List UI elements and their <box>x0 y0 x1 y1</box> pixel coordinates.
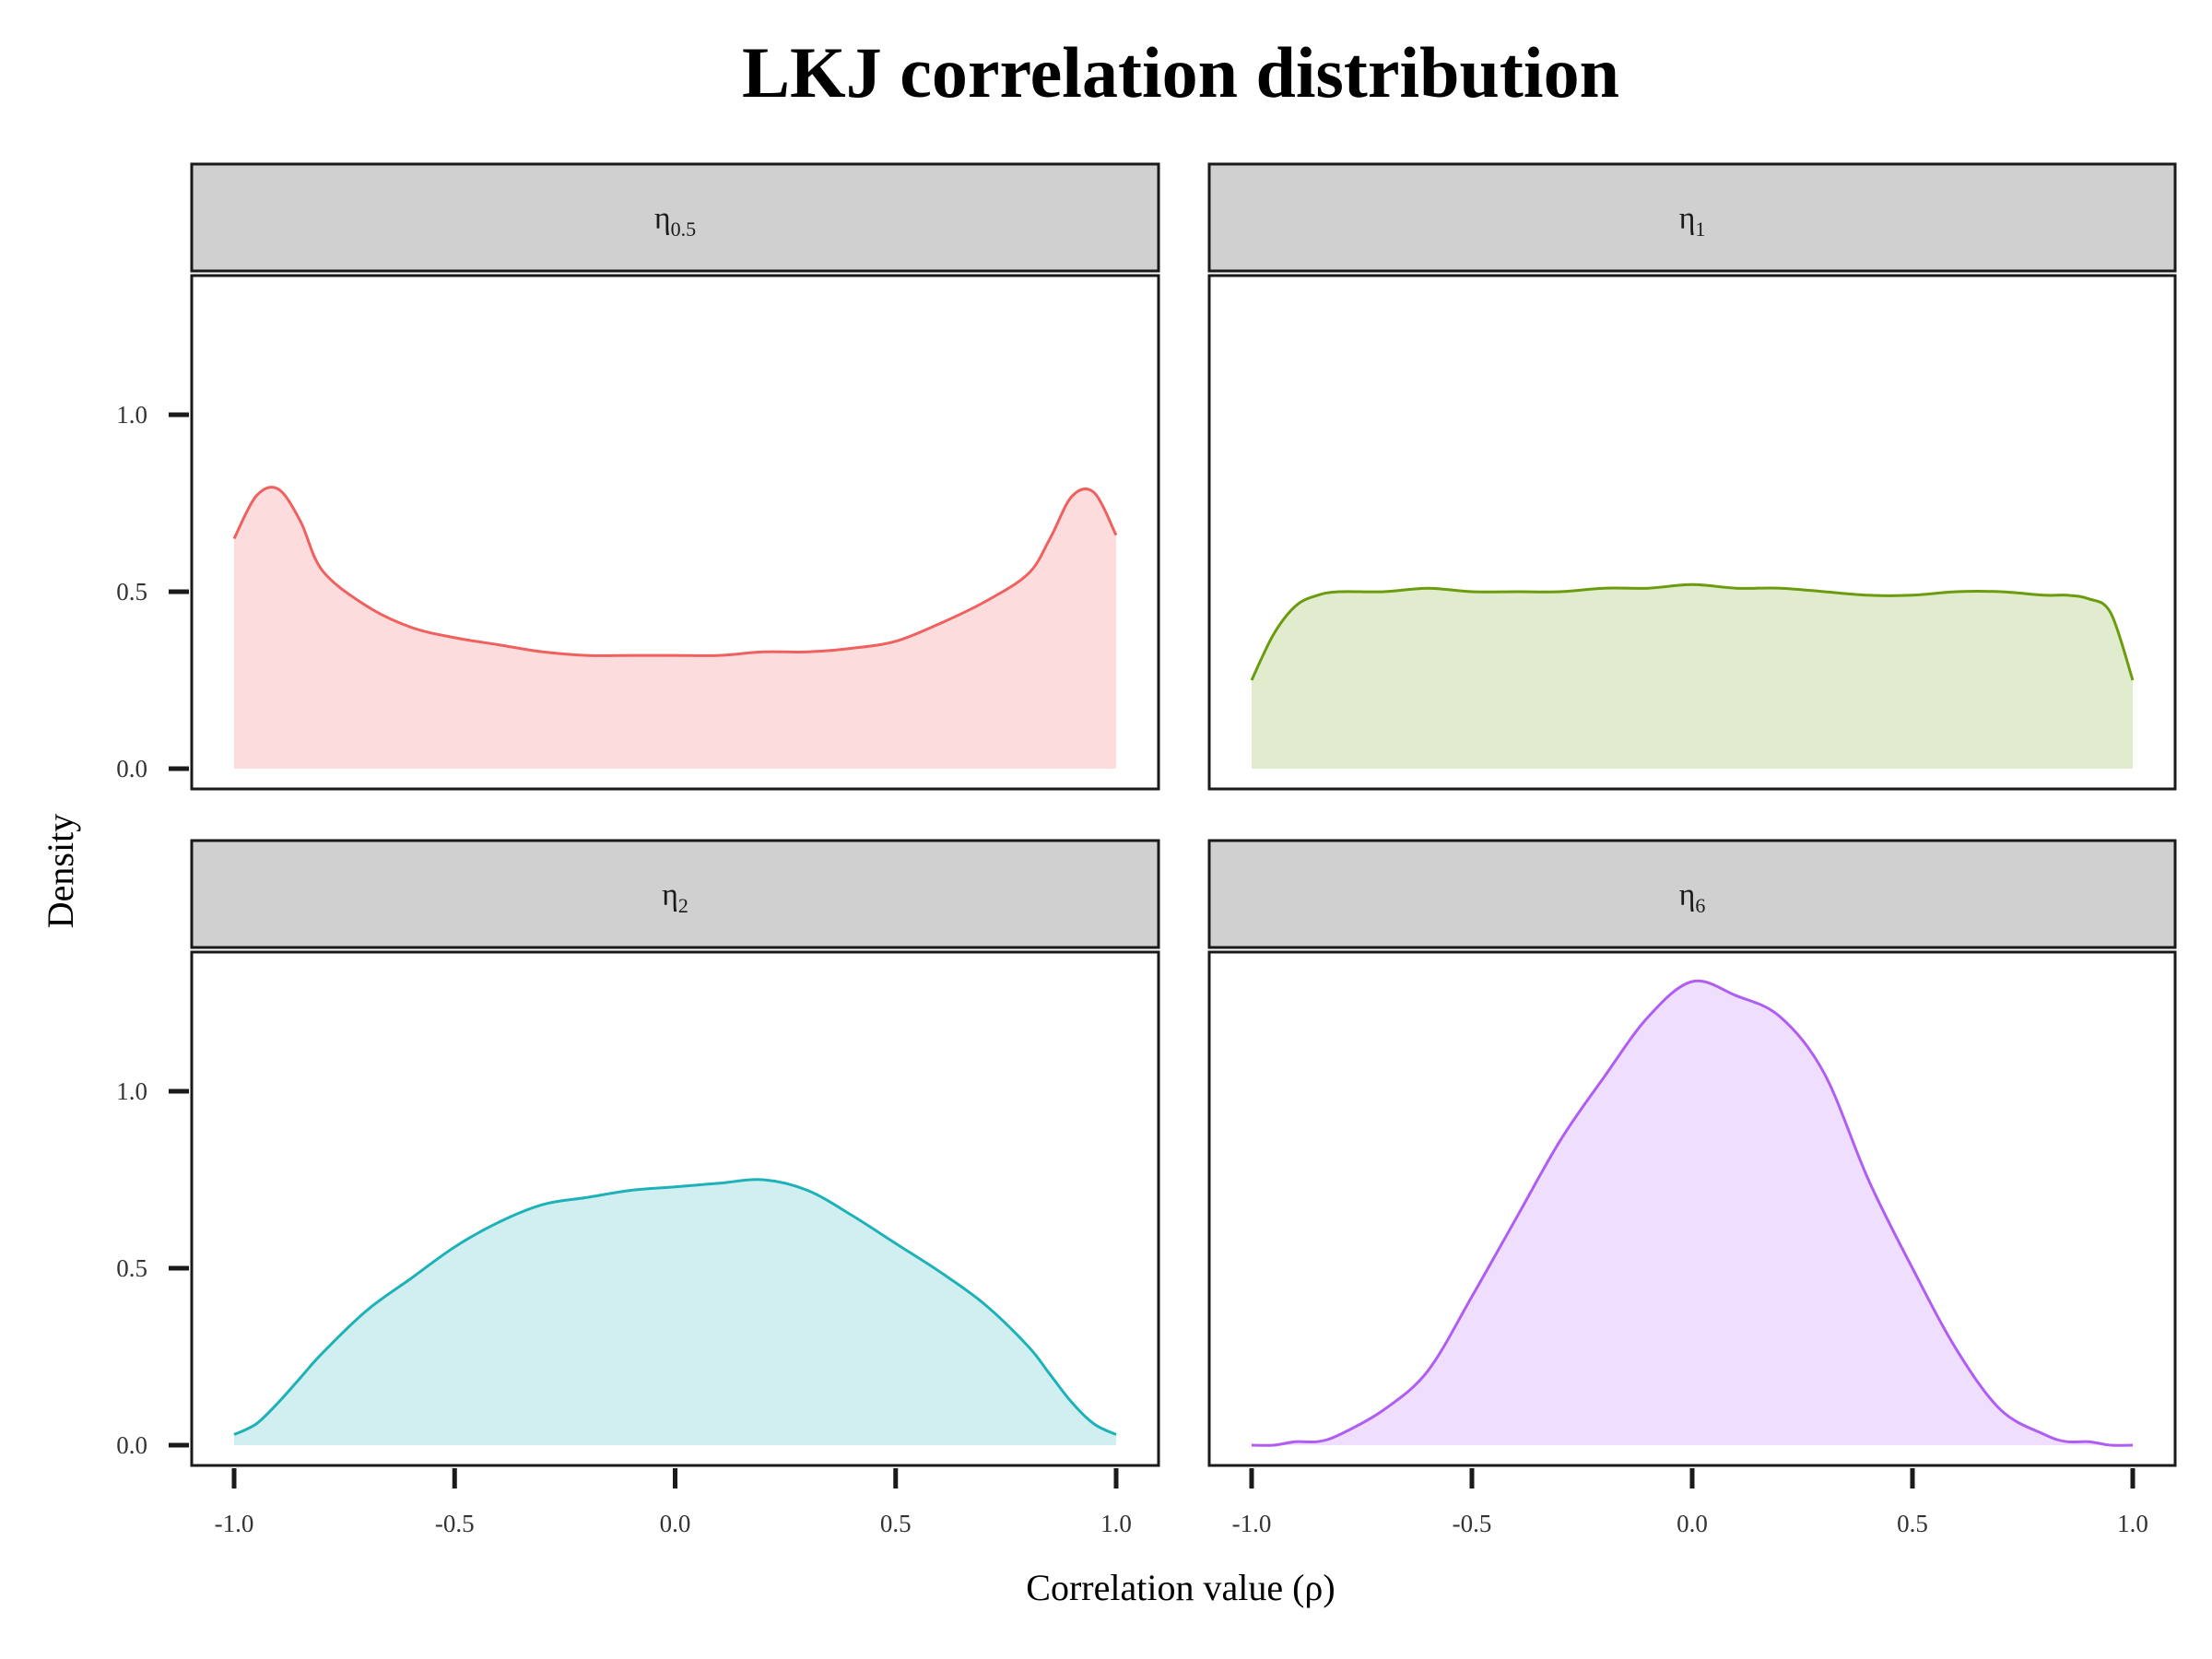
chart-title: LKJ correlation distribution <box>742 32 1619 112</box>
y-axis-title: Density <box>40 814 81 928</box>
facet-strip-background <box>190 839 1160 949</box>
panel-frame <box>190 950 1160 1467</box>
density-area <box>1252 981 2133 1446</box>
panel-frame <box>1207 950 2177 1467</box>
facet-panel-4: η6 -1.0 -0.5 0.0 0.5 1.0 <box>1207 839 2177 1537</box>
facet-label-subscript: 0.5 <box>671 218 697 241</box>
x-axis-title: Correlation value (ρ) <box>1026 1567 1335 1608</box>
y-tick-label: 0.5 <box>116 578 147 606</box>
x-tick-label: 1.0 <box>2117 1510 2148 1537</box>
density-area <box>1252 584 2133 769</box>
density-line <box>1250 582 2135 681</box>
y-tick-label: 0.5 <box>116 1254 147 1282</box>
facet-strip-background <box>1207 162 2177 273</box>
y-tick-label: 0.0 <box>116 1431 147 1459</box>
facet-label-subscript: 1 <box>1695 218 1705 241</box>
facet-panel-3: η2 0.0 0.5 1.0 -1.0 -0.5 0.0 0.5 1.0 <box>116 839 1160 1537</box>
x-tick-label: -1.0 <box>1232 1510 1272 1537</box>
facet-label-subscript: 2 <box>678 894 688 917</box>
panel-frame <box>1207 274 2177 791</box>
facet-strip-label: η6 <box>1679 878 1706 917</box>
facet-strip-background <box>190 162 1160 273</box>
x-tick-label: 0.0 <box>1677 1510 1708 1537</box>
facet-label-symbol: η <box>1679 878 1696 912</box>
x-tick-label: 0.5 <box>880 1510 912 1537</box>
facet-strip-label: η1 <box>1679 202 1706 241</box>
facet-strip-label: η2 <box>662 878 688 917</box>
facet-panel-2: η1 <box>1207 162 2177 791</box>
x-tick-label: 1.0 <box>1100 1510 1132 1537</box>
density-area <box>234 487 1116 769</box>
x-tick-label: 0.5 <box>1897 1510 1928 1537</box>
density-area <box>234 1179 1116 1445</box>
facet-panel-1: η0.50.00.51.0 <box>116 162 1160 791</box>
density-line <box>1251 979 2134 1447</box>
facet-label-symbol: η <box>654 202 671 236</box>
y-tick-label: 1.0 <box>116 1077 147 1105</box>
density-line <box>233 1178 1117 1436</box>
x-tick-label: -1.0 <box>215 1510 254 1537</box>
x-tick-label: -0.5 <box>435 1510 475 1537</box>
x-tick-label: 0.0 <box>660 1510 691 1537</box>
facet-label-symbol: η <box>1679 202 1696 236</box>
panel-frame <box>190 274 1160 791</box>
x-tick-label: -0.5 <box>1453 1510 1492 1537</box>
facet-label-subscript: 6 <box>1695 894 1705 917</box>
facet-label-symbol: η <box>662 878 678 912</box>
y-tick-label: 0.0 <box>116 755 147 782</box>
facet-strip-label: η0.5 <box>654 202 696 241</box>
y-tick-label: 1.0 <box>116 401 147 429</box>
facet-strip-background <box>1207 839 2177 949</box>
density-line <box>232 486 1118 657</box>
